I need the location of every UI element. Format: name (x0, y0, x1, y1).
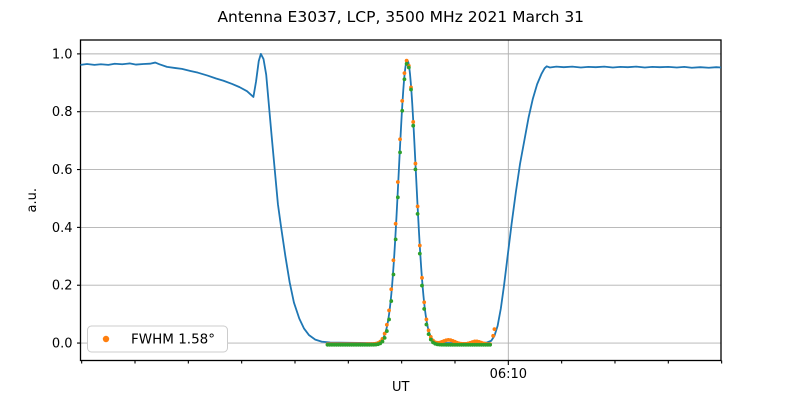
data-point (491, 333, 496, 338)
legend: FWHM 1.58° (87, 325, 228, 353)
data-point (400, 108, 405, 113)
data-point (393, 221, 398, 226)
data-point (402, 71, 407, 76)
data-point (417, 251, 422, 256)
data-point (387, 317, 391, 322)
data-point (420, 283, 424, 288)
data-point (426, 332, 431, 337)
data-point (398, 150, 402, 155)
y-tick-label: 0.4 (52, 221, 73, 236)
data-point (428, 337, 433, 342)
data-point (389, 287, 394, 292)
data-point (382, 331, 387, 336)
y-tick-label: 0.2 (52, 279, 73, 294)
data-point (415, 204, 420, 209)
data-point (422, 300, 427, 305)
data-point (391, 258, 396, 263)
data-point (406, 65, 411, 70)
y-axis-label: a.u. (25, 188, 40, 212)
data-point (413, 161, 418, 166)
y-tick-label: 1.0 (52, 47, 73, 62)
data-point (413, 167, 418, 172)
y-tick-label: 0.6 (52, 163, 73, 178)
x-axis-label: UT (392, 380, 410, 395)
data-point (400, 99, 405, 103)
legend-label: FWHM 1.58° (131, 332, 215, 348)
data-point (424, 317, 429, 322)
legend-box (87, 325, 228, 353)
data-point (409, 87, 413, 92)
data-point (488, 342, 493, 347)
data-point (398, 137, 402, 142)
data-point (428, 335, 433, 339)
gaussian-fit-dots (325, 61, 493, 347)
data-point (395, 195, 400, 200)
data-point (387, 308, 391, 313)
data-point (384, 329, 389, 333)
data-point (420, 275, 424, 280)
y-tick-label: 0.8 (52, 105, 73, 120)
data-point (404, 58, 409, 63)
data-point (424, 322, 429, 327)
data-point (411, 123, 416, 128)
legend-marker-dot (102, 335, 110, 343)
data-point (411, 120, 416, 124)
y-tick-label: 0.0 (52, 337, 73, 352)
data-point (404, 61, 409, 66)
data-point (415, 211, 420, 216)
data-point (417, 243, 422, 248)
plot-frame (79, 39, 722, 362)
scan-sample-dots (325, 58, 497, 347)
data-point (492, 327, 497, 332)
data-point (382, 335, 387, 340)
data-point (393, 237, 398, 242)
data-point (426, 328, 431, 333)
data-point (389, 299, 394, 303)
data-point (422, 307, 427, 311)
data-point (395, 180, 400, 184)
data-point (384, 322, 389, 327)
data-point (380, 339, 385, 344)
drift-curve-line (80, 52, 722, 344)
data-point (391, 272, 396, 277)
x-tick-label: 06:10 (490, 367, 527, 382)
data-point (402, 77, 407, 82)
chart-title: Antenna E3037, LCP, 3500 MHz 2021 March … (217, 8, 584, 26)
